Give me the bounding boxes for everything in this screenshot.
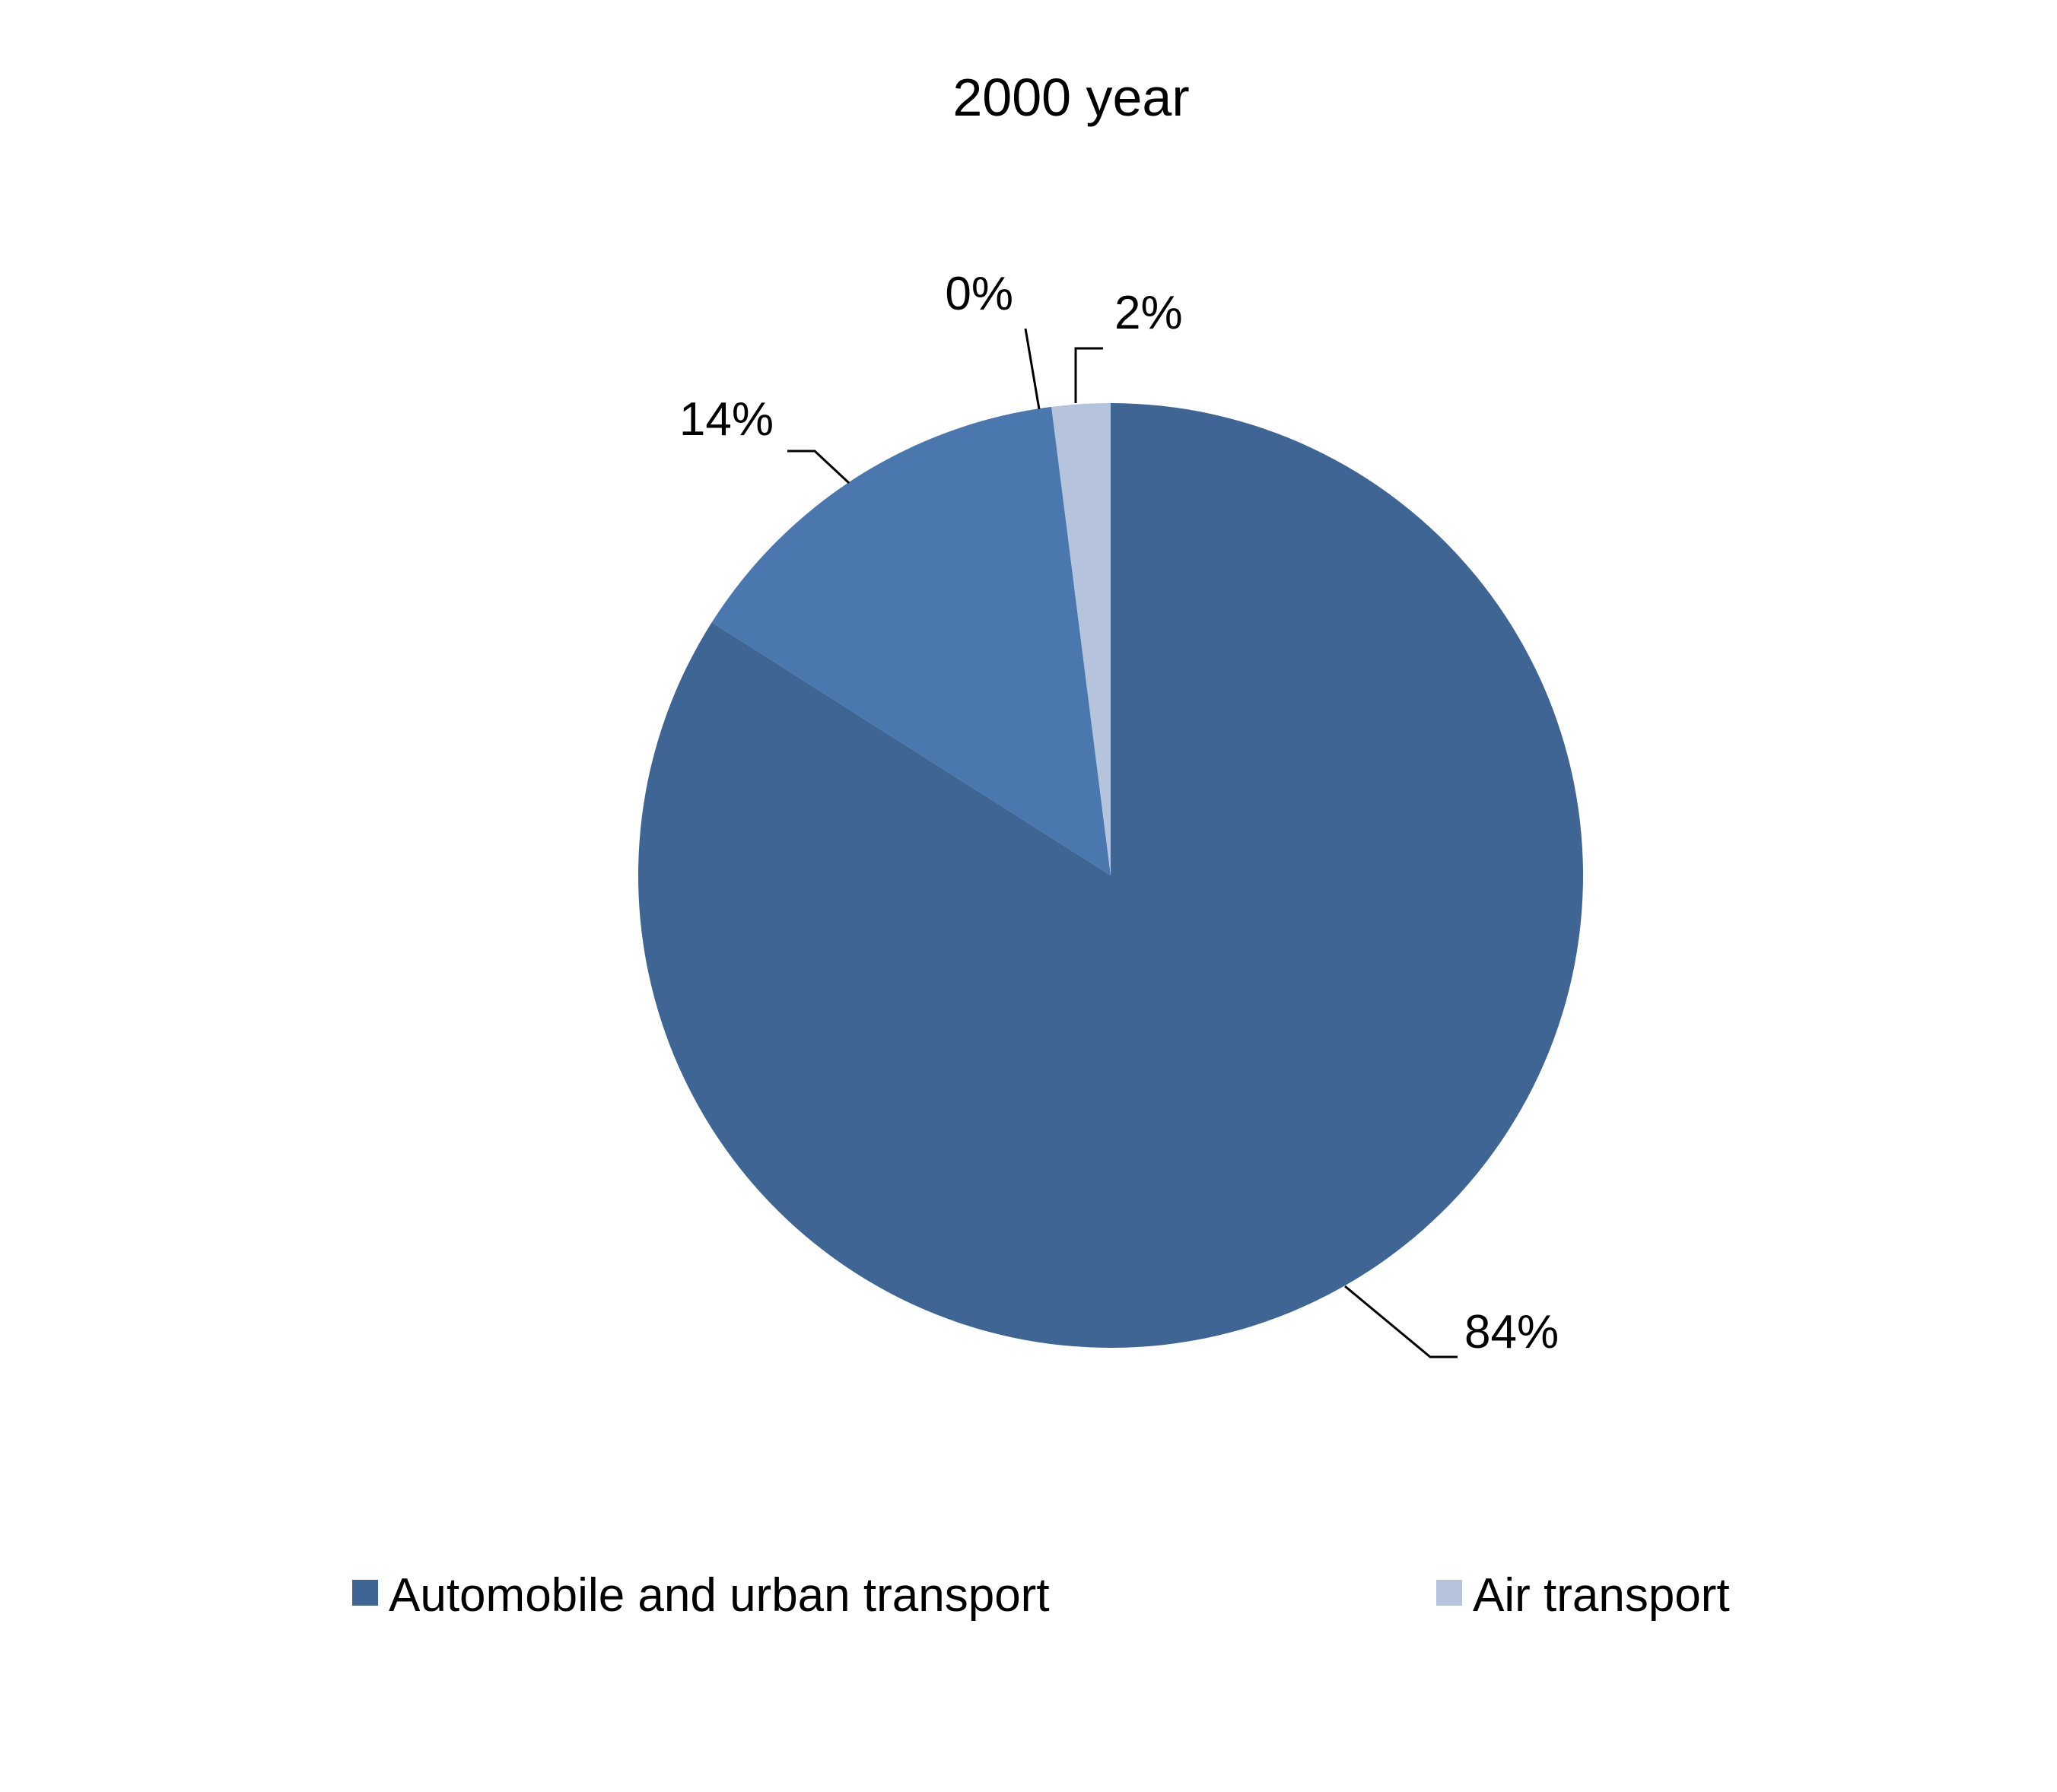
leader-lines [787,328,1458,1358]
data-label-4: 2% [1114,287,1183,339]
leader-line-3 [1024,328,1041,410]
leader-line-4 [1074,347,1103,403]
pie-slice-air-transport [1051,403,1111,875]
leader-line-2 [787,450,850,485]
data-label-2: 14% [679,393,774,446]
data-label-1: 84% [1464,1306,1559,1358]
pie-slice-series-2 [711,406,1111,875]
legend-label-2: Air transport [1473,1569,1730,1622]
data-labels: 84% 14% 0% 2% [679,268,1559,1358]
legend-swatch-1 [352,1580,378,1606]
legend-label-1: Automobile and urban transport [389,1569,1050,1622]
chart-title: 2000 year [952,68,1189,127]
legend: Automobile and urban transport Air transp… [352,1569,1730,1622]
leader-line-1 [1344,1285,1458,1358]
legend-swatch-2 [1436,1580,1462,1606]
pie-slices [637,403,1584,1349]
data-label-3: 0% [945,268,1013,320]
